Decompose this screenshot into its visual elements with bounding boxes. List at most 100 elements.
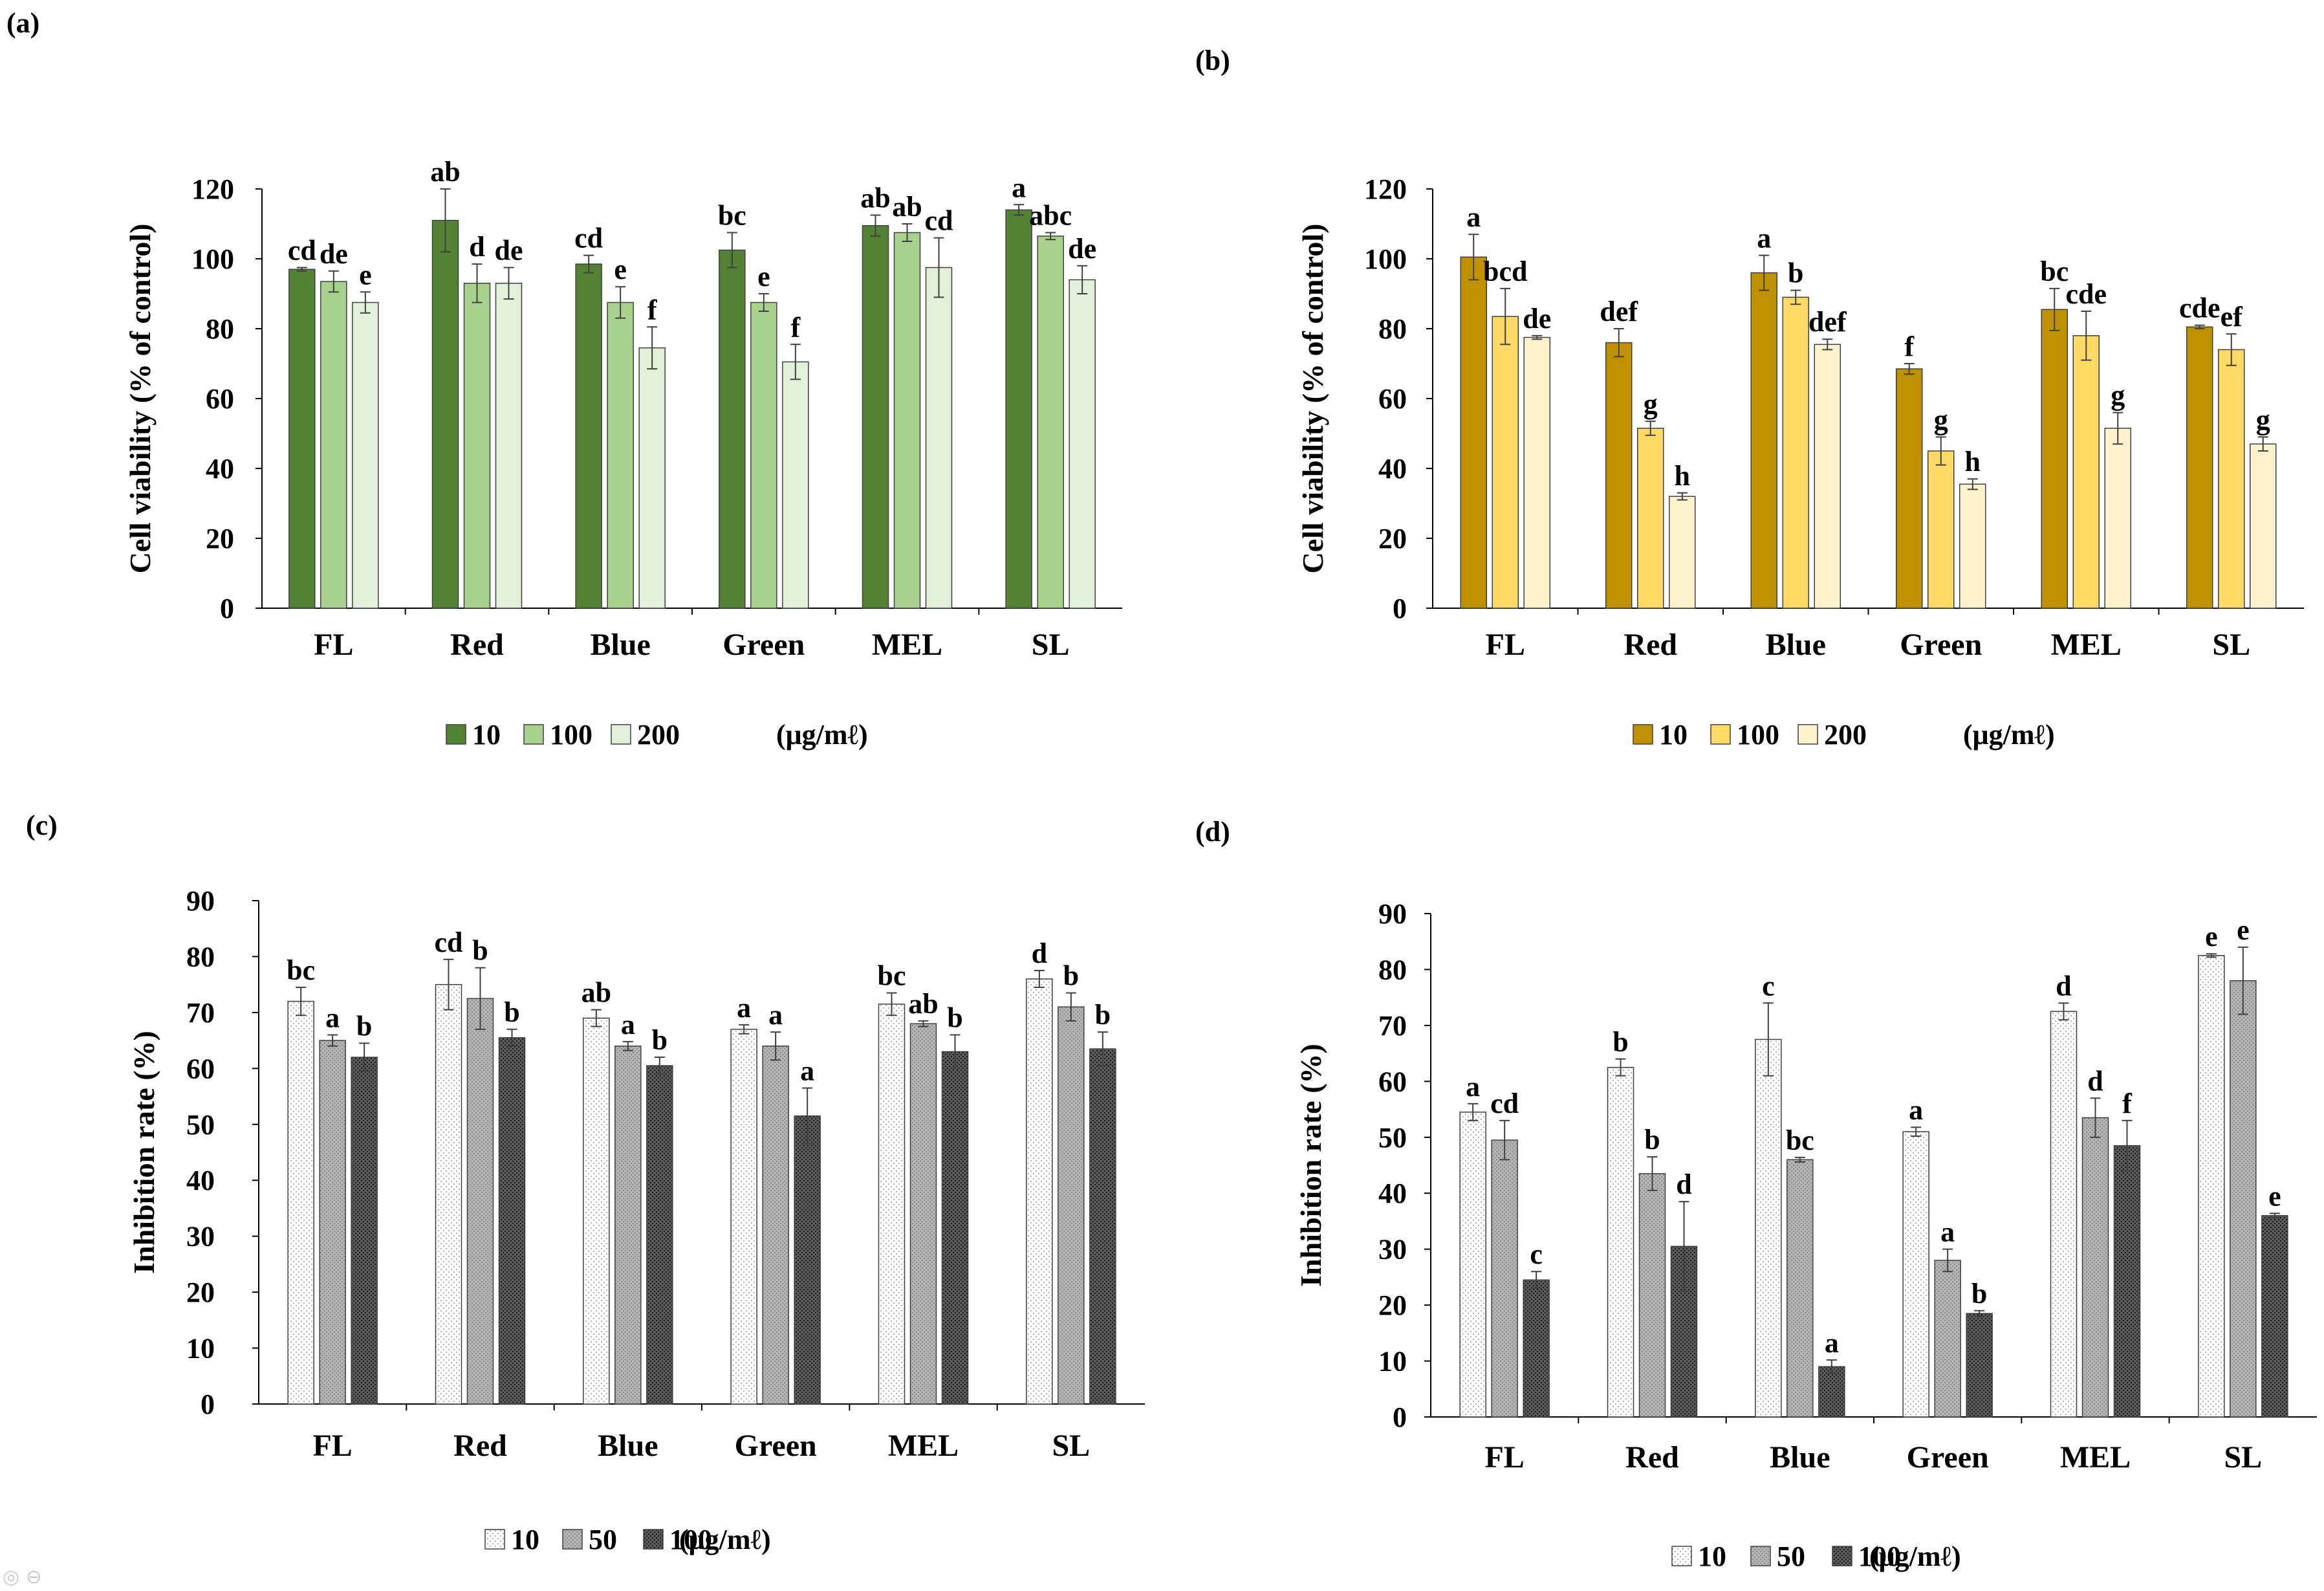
bar bbox=[1669, 496, 1696, 609]
category-label: Green bbox=[1907, 1440, 1989, 1475]
significance-label: f bbox=[2122, 1088, 2133, 1119]
bar bbox=[1089, 1048, 1116, 1405]
bar bbox=[1782, 296, 1809, 609]
significance-label: a bbox=[1466, 201, 1481, 233]
bar bbox=[909, 1023, 937, 1405]
legend-swatch bbox=[1797, 724, 1818, 745]
significance-label: ab bbox=[892, 191, 922, 223]
y-tick-label: 40 bbox=[1378, 1178, 1407, 1209]
legend-swatch bbox=[523, 724, 544, 745]
bar bbox=[1814, 344, 1841, 609]
y-tick-label: 0 bbox=[220, 593, 234, 624]
bar bbox=[878, 1004, 906, 1405]
bar bbox=[320, 281, 347, 609]
y-tick-label: 40 bbox=[1378, 453, 1407, 485]
significance-label: g bbox=[2111, 380, 2125, 411]
legend-label: 10 bbox=[1659, 719, 1688, 751]
significance-label: d bbox=[469, 231, 484, 263]
significance-label: cd bbox=[925, 205, 953, 237]
significance-label: a bbox=[768, 999, 783, 1031]
bar bbox=[614, 1046, 642, 1405]
y-tick-label: 80 bbox=[206, 313, 234, 345]
significance-label: de bbox=[1523, 303, 1551, 335]
category-label: Green bbox=[1900, 628, 1982, 662]
y-tick-label: 90 bbox=[186, 885, 215, 917]
y-tick-label: 10 bbox=[1378, 1346, 1407, 1377]
bar bbox=[1902, 1131, 1929, 1418]
significance-label: b bbox=[504, 996, 519, 1028]
bar bbox=[466, 998, 494, 1405]
bar bbox=[435, 983, 462, 1405]
category-label: FL bbox=[1486, 628, 1525, 662]
bar bbox=[287, 1000, 314, 1405]
bar bbox=[1966, 1313, 1993, 1418]
legend-swatch bbox=[1633, 724, 1653, 745]
legend-label: 100 bbox=[1737, 719, 1779, 751]
significance-label: b bbox=[1613, 1026, 1628, 1058]
category-label: Blue bbox=[598, 1429, 658, 1463]
category-label: Green bbox=[735, 1429, 817, 1463]
category-label: Green bbox=[722, 628, 805, 662]
significance-label: b bbox=[1063, 960, 1079, 992]
category-label: SL bbox=[2212, 628, 2250, 662]
y-tick-label: 60 bbox=[186, 1053, 215, 1084]
legend-label: 200 bbox=[637, 719, 680, 751]
bar bbox=[1928, 450, 1955, 609]
legend-swatch bbox=[1710, 724, 1731, 745]
category-label: MEL bbox=[2051, 628, 2122, 662]
y-tick-label: 120 bbox=[191, 173, 234, 205]
significance-label: a bbox=[800, 1055, 814, 1087]
category-label: SL bbox=[2224, 1440, 2262, 1475]
significance-label: def bbox=[1808, 306, 1847, 338]
chart-panel-d: (d) 0 10 20 30 40 50 60 70 80 90 Inhibition rate (%… bbox=[1195, 816, 2317, 1572]
significance-label: cd bbox=[1490, 1088, 1519, 1119]
significance-label: f bbox=[647, 294, 658, 325]
bar bbox=[319, 1040, 346, 1405]
legend-swatch bbox=[1750, 1546, 1771, 1566]
significance-label: ab bbox=[860, 182, 890, 214]
y-tick-label: 50 bbox=[186, 1109, 215, 1141]
legend-label: 100 bbox=[1858, 1541, 1901, 1572]
bar bbox=[1069, 279, 1096, 609]
significance-label: h bbox=[1675, 460, 1690, 492]
y-tick-label: 60 bbox=[1378, 1066, 1407, 1097]
significance-label: e bbox=[757, 261, 770, 292]
category-label: Red bbox=[450, 628, 504, 662]
y-tick-label: 60 bbox=[1378, 383, 1407, 415]
bar bbox=[1637, 428, 1664, 609]
category-label: Blue bbox=[1766, 628, 1826, 662]
bar bbox=[288, 269, 316, 609]
y-tick-label: 30 bbox=[186, 1221, 215, 1253]
legend-swatch bbox=[611, 724, 631, 745]
bar bbox=[762, 1046, 789, 1405]
legend-label: 200 bbox=[1824, 719, 1867, 751]
significance-label: a bbox=[1825, 1327, 1839, 1359]
y-tick-label: 40 bbox=[186, 1165, 215, 1196]
legend-swatch bbox=[1671, 1546, 1692, 1566]
chart-panel-a: (a) 0 20 40 60 80 100 120 Cell viability (% of c… bbox=[6, 7, 1122, 751]
significance-label: ab bbox=[430, 156, 460, 188]
bar bbox=[607, 302, 634, 609]
bar bbox=[1638, 1173, 1666, 1418]
panel-label: (b) bbox=[1195, 45, 1230, 76]
significance-label: cd bbox=[435, 927, 463, 958]
bar bbox=[941, 1051, 969, 1405]
category-label: Blue bbox=[1770, 1440, 1830, 1475]
bar bbox=[495, 283, 523, 609]
legend-label: 10 bbox=[511, 1524, 539, 1555]
significance-label: a bbox=[1012, 171, 1026, 203]
bar bbox=[351, 1057, 378, 1405]
category-label: FL bbox=[314, 628, 353, 662]
significance-label: a bbox=[1940, 1216, 1955, 1248]
y-tick-label: 20 bbox=[206, 523, 234, 554]
legend-label: 10 bbox=[472, 719, 501, 751]
legend-unit: (μg/mℓ) bbox=[1869, 1541, 1961, 1572]
bar bbox=[862, 225, 889, 609]
significance-label: b bbox=[1971, 1278, 1987, 1310]
bar bbox=[2104, 428, 2131, 609]
significance-label: abc bbox=[1029, 200, 1072, 232]
significance-label: c bbox=[1530, 1238, 1543, 1270]
y-tick-label: 100 bbox=[191, 243, 234, 275]
legend-label: 50 bbox=[1777, 1541, 1805, 1572]
